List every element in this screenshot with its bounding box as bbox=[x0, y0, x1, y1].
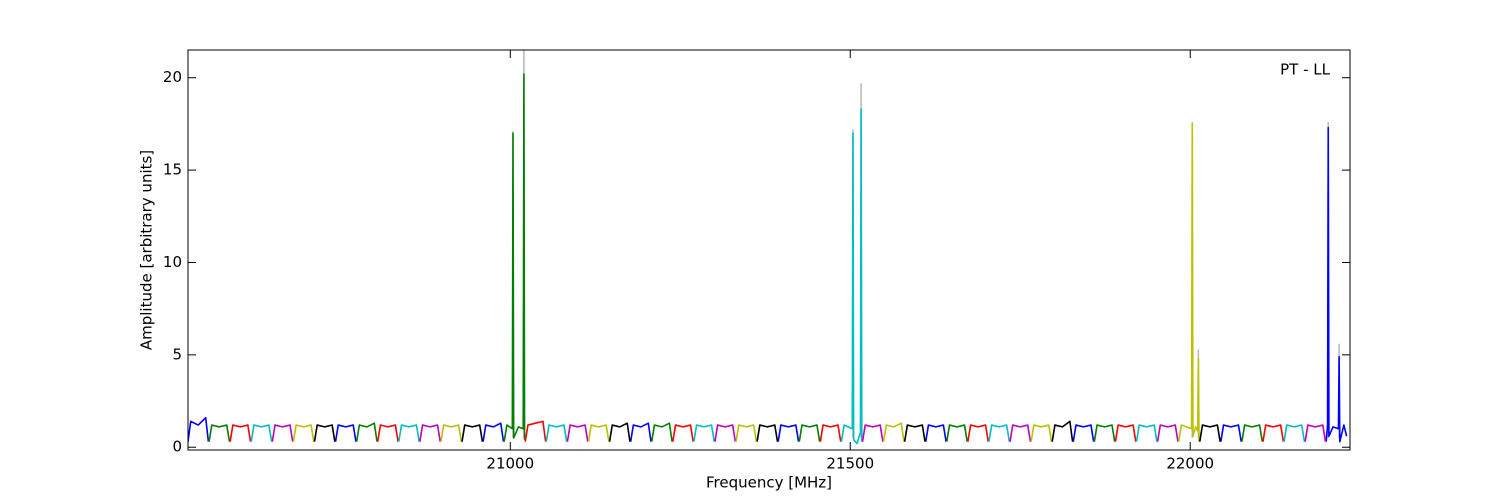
plot-area bbox=[188, 50, 1348, 445]
series-line bbox=[271, 424, 1327, 442]
x-tick-label: 22000 bbox=[1166, 455, 1214, 473]
series-line bbox=[250, 108, 1306, 445]
y-tick-label: 5 bbox=[172, 345, 182, 363]
series-line bbox=[188, 126, 1348, 443]
x-tick-label: 21500 bbox=[826, 455, 874, 473]
x-tick-label: 21000 bbox=[486, 455, 534, 473]
series-line bbox=[208, 73, 1264, 442]
y-tick-label: 20 bbox=[163, 68, 182, 86]
y-tick-label: 15 bbox=[163, 161, 182, 179]
x-axis-label: Frequency [MHz] bbox=[706, 474, 832, 492]
y-tick-label: 10 bbox=[163, 253, 182, 271]
y-tick-label: 0 bbox=[172, 438, 182, 456]
series-line bbox=[313, 420, 1221, 442]
series-line bbox=[229, 420, 1285, 442]
axes-frame bbox=[187, 49, 1351, 451]
series-line bbox=[292, 123, 1200, 442]
y-axis-label: Amplitude [arbitrary units] bbox=[138, 150, 156, 350]
annotation: PT - LL bbox=[1280, 61, 1331, 79]
